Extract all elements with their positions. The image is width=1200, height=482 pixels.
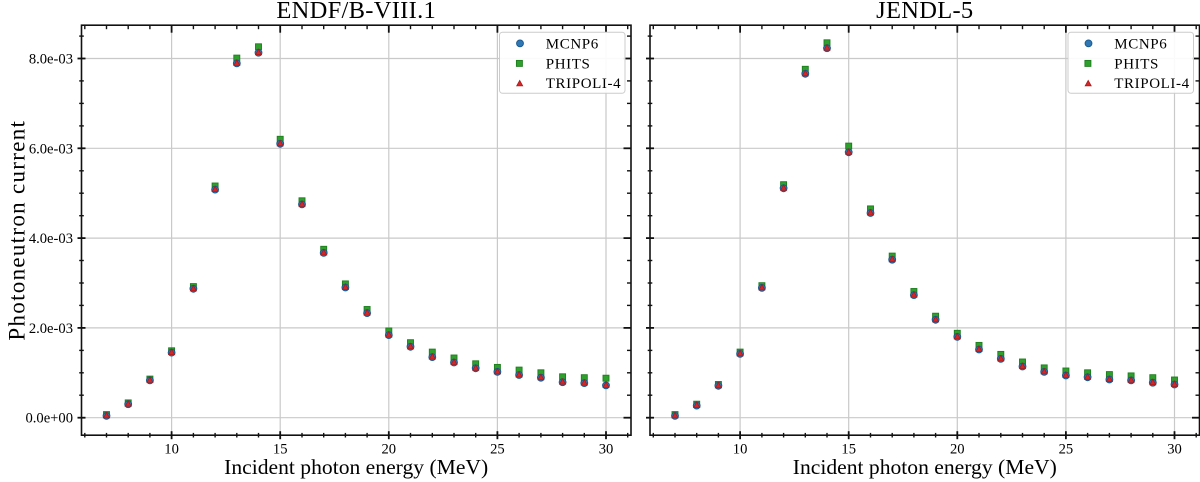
svg-text:MCNP6: MCNP6 xyxy=(546,37,599,53)
svg-text:4.0e-03: 4.0e-03 xyxy=(29,231,73,247)
svg-text:10: 10 xyxy=(164,442,179,458)
svg-text:2.0e-03: 2.0e-03 xyxy=(29,321,73,337)
svg-text:20: 20 xyxy=(950,442,965,458)
svg-text:8.0e-03: 8.0e-03 xyxy=(29,52,73,68)
svg-text:PHITS: PHITS xyxy=(546,56,591,72)
svg-text:MCNP6: MCNP6 xyxy=(1114,37,1167,53)
svg-text:15: 15 xyxy=(841,442,856,458)
svg-text:10: 10 xyxy=(733,442,748,458)
svg-text:TRIPOLI-4: TRIPOLI-4 xyxy=(546,76,621,92)
svg-text:JENDL-5: JENDL-5 xyxy=(876,0,973,24)
svg-text:0.0e+00: 0.0e+00 xyxy=(25,411,73,427)
svg-text:25: 25 xyxy=(1059,442,1074,458)
svg-text:Incident photon energy (MeV): Incident photon energy (MeV) xyxy=(224,455,488,479)
svg-text:30: 30 xyxy=(1167,442,1182,458)
svg-text:20: 20 xyxy=(382,442,397,458)
svg-text:ENDF/B-VIII.1: ENDF/B-VIII.1 xyxy=(276,0,436,24)
svg-text:Photoneutron current: Photoneutron current xyxy=(5,120,30,341)
svg-text:PHITS: PHITS xyxy=(1114,56,1159,72)
svg-text:TRIPOLI-4: TRIPOLI-4 xyxy=(1114,76,1189,92)
svg-text:Incident photon energy (MeV): Incident photon energy (MeV) xyxy=(793,455,1057,479)
svg-text:15: 15 xyxy=(273,442,288,458)
svg-text:30: 30 xyxy=(599,442,614,458)
svg-text:25: 25 xyxy=(490,442,505,458)
svg-text:6.0e-03: 6.0e-03 xyxy=(29,141,73,157)
